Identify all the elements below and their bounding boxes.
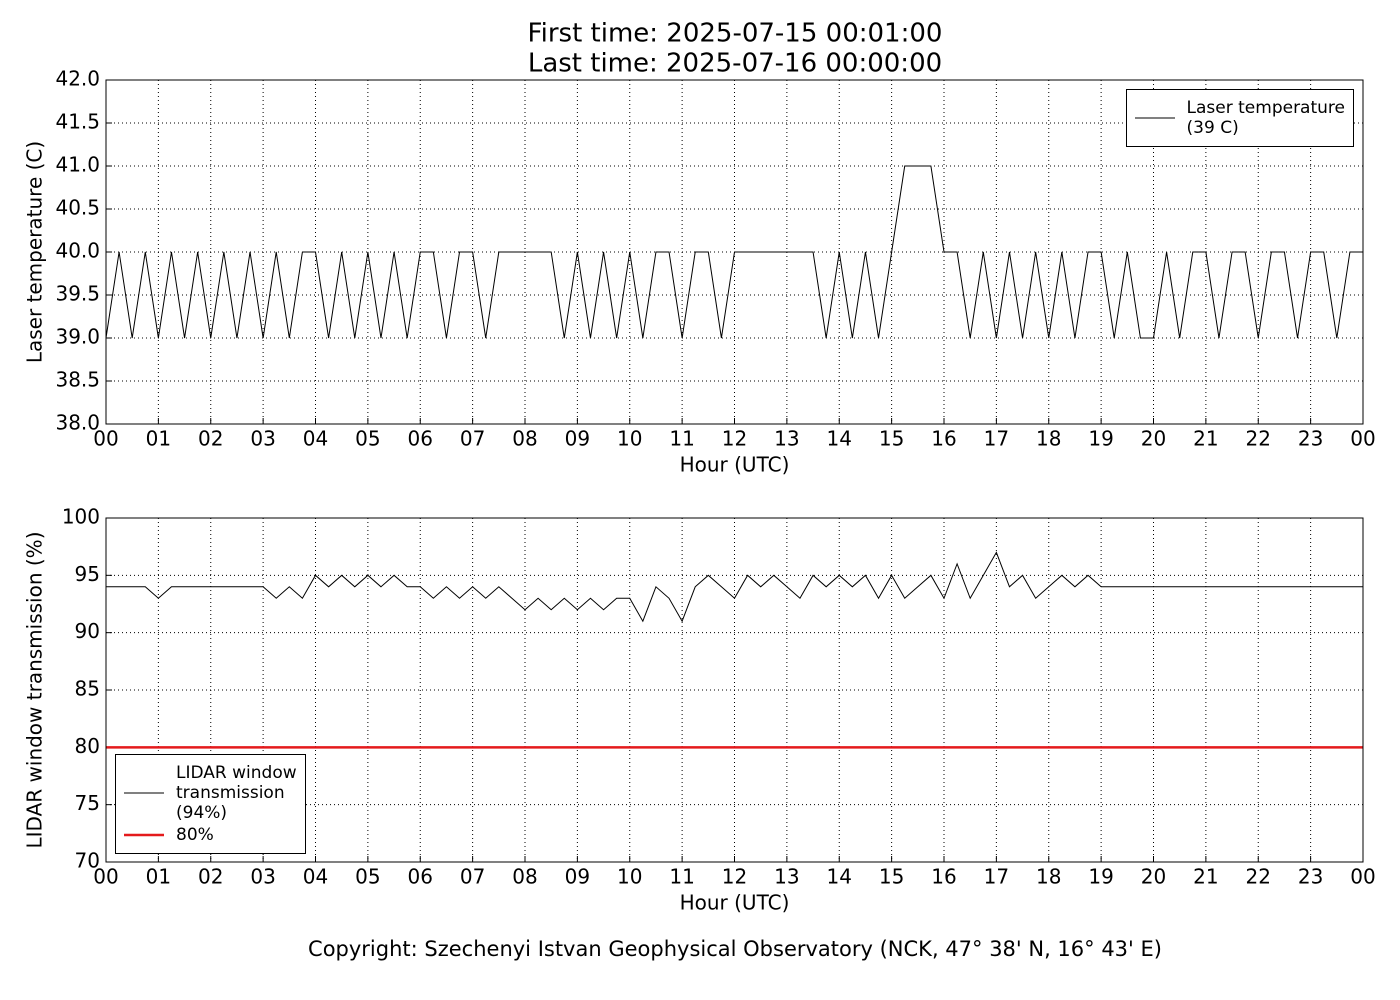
x-tick-label: 07: [460, 427, 485, 451]
x-tick-label: 00: [93, 427, 118, 451]
x-tick-label: 21: [1193, 865, 1218, 889]
title: First time: 2025-07-15 00:01:00: [528, 19, 943, 49]
y-tick-label: 38.5: [55, 368, 100, 392]
y-axis-label: Laser temperature (C): [23, 141, 47, 363]
x-tick-label: 20: [1141, 865, 1166, 889]
x-tick-label: 23: [1298, 865, 1323, 889]
axes-frame: [105, 79, 1364, 425]
y-tick-label: 75: [75, 791, 100, 815]
legend-entry: Laser temperature (39 C): [1134, 98, 1345, 138]
y-tick-label: 85: [75, 677, 100, 701]
x-tick-label: 10: [617, 865, 642, 889]
legend-entry: 80%: [124, 825, 297, 845]
y-tick-label: 39.5: [55, 282, 100, 306]
x-tick-label: 13: [774, 427, 799, 451]
x-tick-label: 02: [198, 427, 223, 451]
x-tick-label: 22: [1246, 427, 1271, 451]
x-tick-label: 05: [355, 427, 380, 451]
x-tick-label: 00: [93, 865, 118, 889]
y-tick-label: 41.5: [55, 110, 100, 134]
x-tick-label: 18: [1036, 865, 1061, 889]
x-tick-label: 19: [1088, 427, 1113, 451]
data-line: [106, 551, 1363, 623]
y-tick-label: 41.0: [55, 153, 100, 177]
x-tick-label: 00: [1350, 427, 1375, 451]
x-tick-label: 19: [1088, 865, 1113, 889]
x-tick-label: 20: [1141, 427, 1166, 451]
x-tick-label: 07: [460, 865, 485, 889]
x-tick-label: 09: [565, 865, 590, 889]
y-tick-label: 95: [75, 562, 100, 586]
x-tick-label: 15: [879, 427, 904, 451]
x-tick-label: 00: [1350, 865, 1375, 889]
title: Last time: 2025-07-16 00:00:00: [528, 49, 942, 79]
x-tick-label: 23: [1298, 427, 1323, 451]
x-tick-label: 13: [774, 865, 799, 889]
legend: Laser temperature (39 C): [1125, 89, 1354, 147]
x-tick-label: 06: [408, 427, 433, 451]
y-axis-label: LIDAR window transmission (%): [23, 532, 47, 849]
x-tick-label: 03: [250, 427, 275, 451]
x-tick-label: 12: [722, 865, 747, 889]
x-tick-label: 05: [355, 865, 380, 889]
legend-swatch: [124, 792, 164, 794]
y-tick-label: 80: [75, 734, 100, 758]
legend-label: 80%: [176, 825, 214, 845]
x-tick-label: 16: [931, 427, 956, 451]
x-tick-label: 14: [827, 427, 852, 451]
legend-label: Laser temperature (39 C): [1186, 98, 1345, 138]
x-tick-label: 02: [198, 865, 223, 889]
legend: LIDAR window transmission (94%) 80%: [115, 754, 306, 854]
y-tick-label: 42.0: [55, 67, 100, 91]
x-tick-label: 21: [1193, 427, 1218, 451]
x-tick-label: 01: [146, 427, 171, 451]
legend-label: LIDAR window transmission (94%): [176, 763, 297, 823]
x-tick-label: 22: [1246, 865, 1271, 889]
x-tick-label: 09: [565, 427, 590, 451]
copyright: Copyright: Szechenyi Istvan Geophysical …: [308, 937, 1162, 961]
x-tick-label: 08: [512, 427, 537, 451]
y-tick-label: 100: [62, 505, 100, 529]
x-tick-label: 12: [722, 427, 747, 451]
legend-swatch: [124, 833, 164, 837]
x-tick-label: 04: [303, 427, 328, 451]
x-tick-label: 14: [827, 865, 852, 889]
data-line: [106, 165, 1363, 339]
legend-swatch: [1134, 117, 1175, 119]
y-tick-label: 38.0: [55, 411, 100, 435]
y-tick-label: 90: [75, 619, 100, 643]
x-axis-label: Hour (UTC): [680, 891, 790, 915]
axes-frame: [105, 517, 1364, 863]
y-tick-label: 40.5: [55, 196, 100, 220]
legend-entry: LIDAR window transmission (94%): [124, 763, 297, 823]
x-tick-label: 03: [250, 865, 275, 889]
x-tick-label: 06: [408, 865, 433, 889]
x-axis-label: Hour (UTC): [680, 453, 790, 477]
x-tick-label: 15: [879, 865, 904, 889]
x-tick-label: 11: [669, 427, 694, 451]
y-tick-label: 40.0: [55, 239, 100, 263]
x-tick-label: 01: [146, 865, 171, 889]
y-tick-label: 70: [75, 849, 100, 873]
x-tick-label: 17: [984, 427, 1009, 451]
x-tick-label: 17: [984, 865, 1009, 889]
x-tick-label: 18: [1036, 427, 1061, 451]
x-tick-label: 10: [617, 427, 642, 451]
y-tick-label: 39.0: [55, 325, 100, 349]
x-tick-label: 08: [512, 865, 537, 889]
x-tick-label: 16: [931, 865, 956, 889]
x-tick-label: 11: [669, 865, 694, 889]
x-tick-label: 04: [303, 865, 328, 889]
